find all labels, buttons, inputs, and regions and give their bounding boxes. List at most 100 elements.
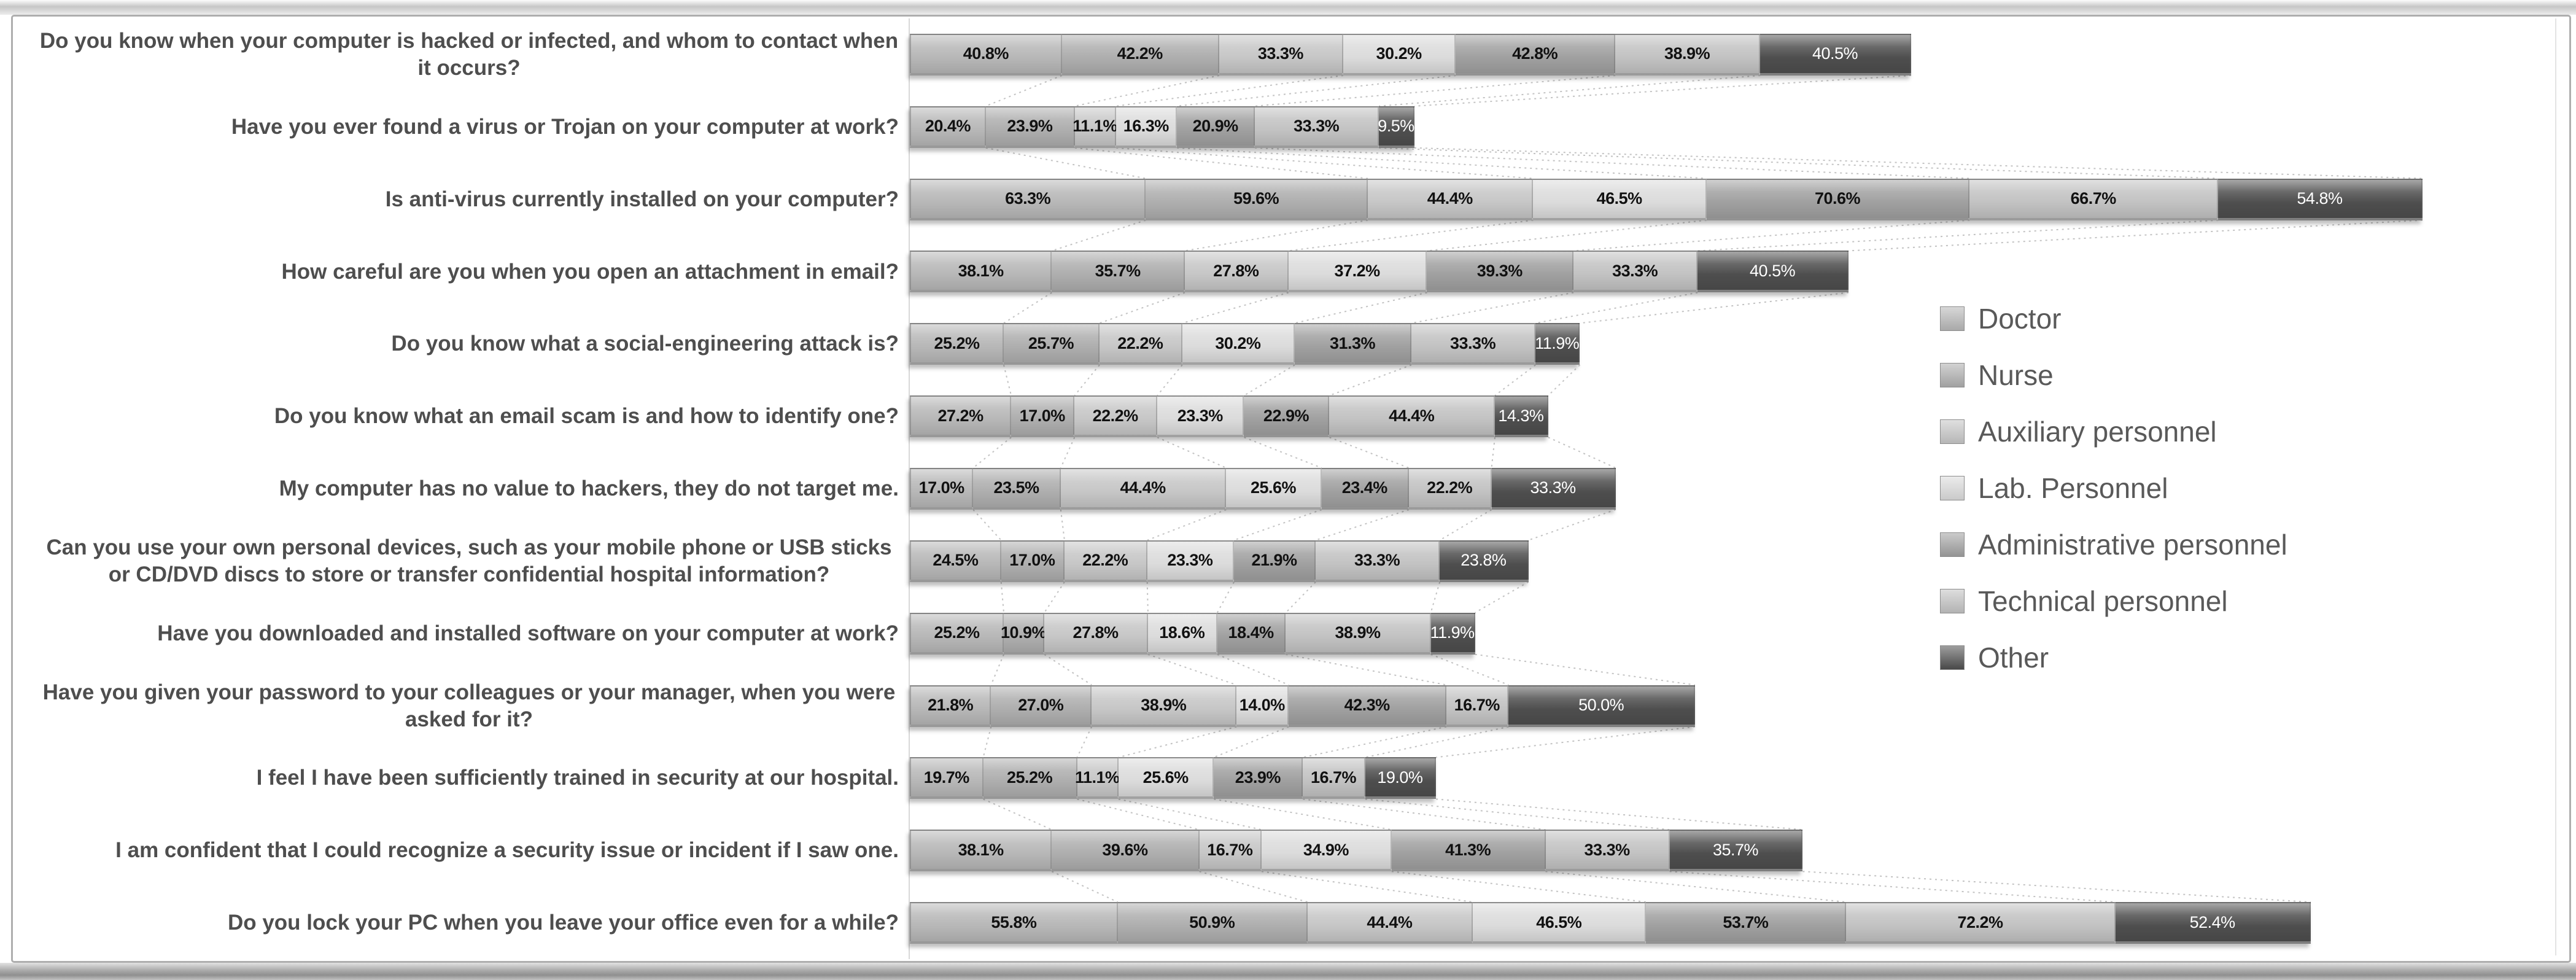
segment-value: 20.4%: [925, 117, 971, 136]
bar-segment-doctor: 21.8%: [910, 685, 991, 727]
legend-label: Administrative personnel: [1978, 529, 2287, 561]
segment-value: 50.9%: [1189, 912, 1235, 931]
segment-value: 70.6%: [1814, 189, 1861, 208]
segment-value: 38.9%: [1664, 44, 1710, 63]
segment-value: 38.9%: [1141, 696, 1187, 715]
bar-segment-nurse: 23.9%: [985, 106, 1075, 148]
segment-value: 39.6%: [1102, 840, 1148, 859]
segment-value: 38.1%: [958, 840, 1004, 859]
bar-segment-lab-personnel: 25.6%: [1118, 757, 1214, 799]
bar-segment-administrative-personnel: 23.4%: [1321, 467, 1409, 510]
question-label: Do you know what an email scam is and ho…: [274, 404, 899, 429]
bar-segment-doctor: 38.1%: [910, 830, 1052, 872]
legend-label: Doctor: [1978, 303, 2062, 335]
bar-row: Have you downloaded and installed softwa…: [15, 597, 2567, 670]
bar-segment-administrative-personnel: 53.7%: [1646, 902, 1847, 944]
bar-stack: 38.1% 35.7% 27.8% 37.2% 39.3% 33.3% 40.5%: [910, 251, 1849, 293]
segment-value: 72.2%: [1957, 912, 2003, 931]
bar-segment-doctor: 24.5%: [910, 540, 1001, 582]
segment-value: 17.0%: [1009, 551, 1055, 570]
bar-segment-lab-personnel: 34.9%: [1261, 830, 1392, 872]
segment-value: 14.3%: [1498, 406, 1544, 425]
segment-value: 11.1%: [1073, 117, 1117, 136]
bar-segment-auxiliary-personnel: 44.4%: [1060, 467, 1227, 510]
segment-value: 11.9%: [1535, 333, 1580, 352]
bar-segment-auxiliary-personnel: 27.8%: [1184, 251, 1289, 293]
segment-value: 31.3%: [1329, 333, 1376, 352]
bar-row: Do you know what an email scam is and ho…: [15, 380, 2567, 453]
segment-value: 22.2%: [1082, 551, 1128, 570]
bar-segment-doctor: 40.8%: [910, 33, 1062, 76]
bar-segment-auxiliary-personnel: 16.7%: [1199, 830, 1262, 872]
bar-area: 40.8% 42.2% 33.3% 30.2% 42.8% 38.9% 40.5%: [909, 18, 2567, 91]
segment-value: 44.4%: [1367, 912, 1413, 931]
bar-row: I am confident that I could recognize a …: [15, 814, 2567, 887]
legend-item: Other: [1940, 641, 2287, 674]
segment-value: 23.3%: [1167, 551, 1213, 570]
chart-rows: Do you know when your computer is hacked…: [15, 18, 2567, 959]
bar-segment-administrative-personnel: 42.3%: [1289, 685, 1447, 727]
question-cell: I feel I have been sufficiently trained …: [15, 764, 909, 791]
segment-value: 33.3%: [1294, 117, 1340, 136]
bar-area: 19.7% 25.2% 11.1% 25.6% 23.9% 16.7% 19.0%: [909, 742, 2567, 815]
bar-segment-nurse: 10.9%: [1001, 612, 1047, 655]
bar-segment-lab-personnel: 14.0%: [1236, 685, 1289, 727]
question-cell: Do you know when your computer is hacked…: [15, 28, 909, 82]
plot-right-border: [2555, 18, 2556, 955]
bar-segment-other: 11.9%: [1535, 323, 1580, 365]
segment-value: 25.2%: [934, 333, 980, 352]
bar-segment-technical-personnel: 33.3%: [1255, 106, 1379, 148]
bar-area: 21.8% 27.0% 38.9% 14.0% 42.3% 16.7% 50.0%: [909, 669, 2567, 742]
bar-area: 27.2% 17.0% 22.2% 23.3% 22.9% 44.4% 14.3%: [909, 380, 2567, 453]
question-label: Do you lock your PC when you leave your …: [227, 911, 899, 935]
question-label: My computer has no value to hackers, the…: [279, 476, 899, 501]
bar-segment-administrative-personnel: 22.9%: [1244, 395, 1330, 438]
segment-value: 63.3%: [1005, 189, 1051, 208]
segment-value: 19.7%: [923, 768, 970, 787]
bar-area: 25.2% 25.7% 22.2% 30.2% 31.3% 33.3% 11.9%: [909, 308, 2567, 381]
question-cell: Do you know what an email scam is and ho…: [15, 403, 909, 430]
bar-segment-technical-personnel: 38.9%: [1286, 612, 1431, 655]
bar-segment-lab-personnel: 23.3%: [1157, 395, 1244, 438]
bar-segment-other: 54.8%: [2218, 178, 2423, 220]
segment-value: 44.4%: [1120, 478, 1166, 497]
bar-segment-auxiliary-personnel: 22.2%: [1064, 540, 1147, 582]
bar-segment-lab-personnel: 46.5%: [1473, 902, 1647, 944]
segment-value: 38.9%: [1335, 623, 1381, 642]
segment-value: 14.0%: [1239, 696, 1286, 715]
segment-value: 23.5%: [993, 478, 1039, 497]
segment-value: 24.5%: [933, 551, 979, 570]
bar-segment-doctor: 55.8%: [910, 902, 1118, 944]
segment-value: 25.7%: [1028, 333, 1074, 352]
question-cell: Is anti-virus currently installed on you…: [15, 186, 909, 213]
segment-value: 21.8%: [928, 696, 974, 715]
bar-row: My computer has no value to hackers, the…: [15, 453, 2567, 525]
bar-segment-other: 14.3%: [1494, 395, 1548, 438]
stacked-bar-chart: Do you know when your computer is hacked…: [15, 18, 2567, 959]
question-label: How careful are you when you open an att…: [281, 259, 899, 284]
bar-segment-nurse: 27.0%: [991, 685, 1092, 727]
bar-segment-technical-personnel: 16.7%: [1303, 757, 1365, 799]
segment-value: 46.5%: [1536, 912, 1582, 931]
bar-segment-doctor: 20.4%: [910, 106, 986, 148]
bar-area: 38.1% 35.7% 27.8% 37.2% 39.3% 33.3% 40.5%: [909, 235, 2567, 308]
segment-value: 21.9%: [1251, 551, 1297, 570]
segment-value: 22.2%: [1427, 478, 1473, 497]
segment-value: 27.8%: [1073, 623, 1119, 642]
bar-segment-administrative-personnel: 23.9%: [1214, 757, 1303, 799]
segment-value: 59.6%: [1233, 189, 1279, 208]
legend-item: Lab. Personnel: [1940, 472, 2287, 505]
question-label: Is anti-virus currently installed on you…: [385, 187, 899, 211]
bar-segment-technical-personnel: 33.3%: [1411, 323, 1536, 365]
question-cell: Have you given your password to your col…: [15, 679, 909, 733]
segment-value: 25.6%: [1143, 768, 1189, 787]
question-label: Have you given your password to your col…: [42, 680, 896, 731]
bar-segment-other: 52.4%: [2115, 902, 2311, 944]
segment-value: 34.9%: [1303, 840, 1349, 859]
legend-swatch: [1940, 645, 1965, 670]
segment-value: 25.6%: [1250, 478, 1297, 497]
legend-swatch: [1940, 363, 1965, 387]
bar-row: Have you given your password to your col…: [15, 669, 2567, 742]
bar-stack: 25.2% 10.9% 27.8% 18.6% 18.4% 38.9% 11.9%: [910, 612, 1475, 655]
segment-value: 33.3%: [1530, 478, 1577, 497]
